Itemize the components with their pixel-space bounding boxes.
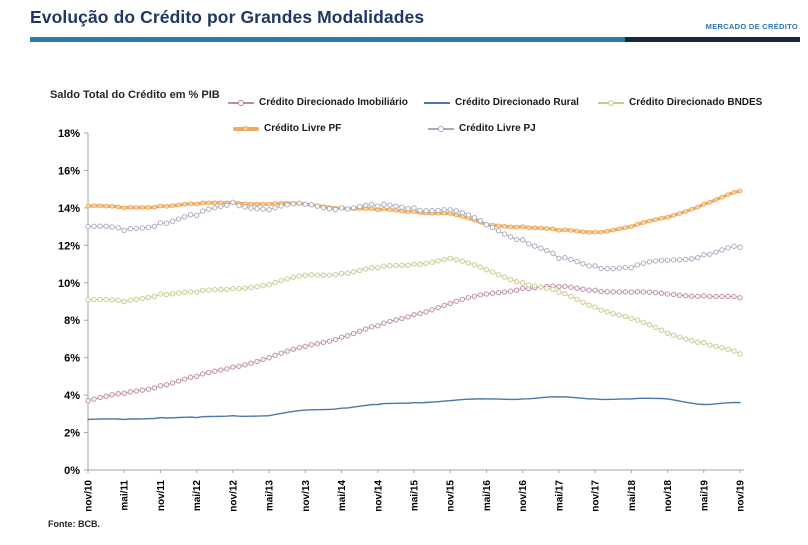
- series-direcionado-bndes: [85, 255, 743, 357]
- legend-label: Crédito Livre PJ: [459, 123, 536, 134]
- x-tick-label: nov/13: [301, 480, 312, 512]
- x-tick-label: nov/18: [663, 480, 674, 512]
- series-livre-pf: [85, 188, 743, 235]
- x-tick-label: nov/15: [446, 480, 457, 512]
- x-tick-label: mai/15: [410, 480, 421, 512]
- y-tick-label: 12%: [58, 240, 80, 252]
- x-tick-label: mai/11: [120, 480, 131, 511]
- legend-item-livre-pj: Crédito Livre PJ: [428, 123, 536, 134]
- legend-label: Crédito Direcionado BNDES: [629, 97, 763, 108]
- legend-item-rural: Crédito Direcionado Rural: [424, 97, 579, 108]
- series-direcionado-rural: [87, 396, 741, 421]
- title-divider-primary: [30, 37, 625, 42]
- x-tick-label: nov/16: [518, 480, 529, 512]
- x-tick-label: mai/16: [482, 480, 493, 512]
- legend-label: Crédito Livre PF: [264, 123, 342, 134]
- page-title: Evolução do Crédito por Grandes Modalida…: [30, 7, 425, 27]
- chart-title: Saldo Total do Crédito em % PIB: [50, 89, 220, 101]
- x-tick-label: nov/10: [84, 480, 95, 512]
- legend-label: Crédito Direcionado Rural: [455, 97, 579, 108]
- x-tick-label: nov/17: [591, 480, 602, 512]
- legend-item-bndes: Crédito Direcionado BNDES: [598, 97, 762, 108]
- legend-item-livre-pf: Crédito Livre PF: [233, 123, 341, 134]
- y-tick-label: 4%: [64, 390, 80, 402]
- x-tick-label: mai/14: [337, 480, 348, 512]
- x-tick-label: mai/13: [265, 480, 276, 512]
- legend-marker-imobiliario-icon: [228, 98, 254, 108]
- legend-marker-livre-pf-icon: [233, 124, 259, 134]
- y-tick-label: 0%: [64, 465, 80, 477]
- series-livre-pj: [85, 199, 743, 272]
- x-tick-label: mai/18: [627, 480, 638, 512]
- x-tick-label: nov/11: [156, 480, 167, 512]
- y-tick-label: 8%: [64, 315, 80, 327]
- x-tick-label: nov/19: [736, 480, 747, 512]
- section-label: MERCADO DE CRÉDITO: [705, 22, 798, 31]
- y-tick-label: 6%: [64, 353, 80, 365]
- x-tick-label: mai/17: [554, 480, 565, 512]
- legend-marker-rural-icon: [424, 98, 450, 108]
- y-tick-label: 14%: [58, 203, 80, 215]
- y-tick-label: 18%: [58, 128, 80, 140]
- legend-item-imobiliario: Crédito Direcionado Imobiliário: [228, 97, 408, 108]
- credit-evolution-line-chart: 0% 2% 4% 6% 8% 10% 12% 14% 16% 18% nov/10 mai/11 nov…: [58, 128, 747, 512]
- y-tick-label: 10%: [58, 278, 80, 290]
- series-direcionado-imobiliario: [85, 283, 743, 404]
- title-divider-secondary: [625, 37, 800, 42]
- legend-label: Crédito Direcionado Imobiliário: [259, 97, 408, 108]
- source-note: Fonte: BCB.: [48, 519, 100, 529]
- legend-marker-livre-pj-icon: [428, 124, 454, 134]
- x-tick-label: nov/14: [373, 480, 384, 512]
- x-tick-label: mai/19: [699, 480, 710, 512]
- legend-marker-bndes-icon: [598, 98, 624, 108]
- title-divider: [30, 37, 800, 42]
- y-tick-label: 16%: [58, 165, 80, 177]
- x-tick-label: mai/12: [192, 480, 203, 512]
- y-tick-label: 2%: [64, 428, 80, 440]
- x-tick-label: nov/12: [228, 480, 239, 512]
